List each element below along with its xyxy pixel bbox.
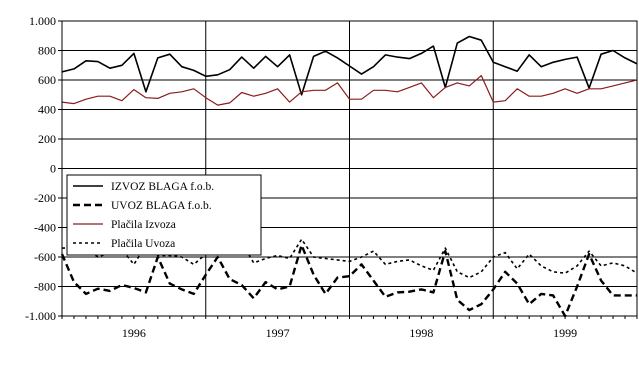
y-tick-label: -600 <box>34 250 56 264</box>
x-axis: 1996 1997 1998 1999 <box>61 316 638 340</box>
legend-label-1: UVOZ BLAGA f.o.b. <box>111 200 212 212</box>
plot-area-border <box>61 20 638 317</box>
y-tick-label: -800 <box>34 280 56 294</box>
y-tick-label: 0 <box>50 162 56 176</box>
legend-label-3: Plačila Uvoza <box>111 238 175 250</box>
y-tick-label: 800 <box>38 44 56 58</box>
legend-box <box>66 174 262 256</box>
y-tick-label: 400 <box>38 103 56 117</box>
y-tick-label: 200 <box>38 132 56 146</box>
y-tick-label: -1.000 <box>25 309 56 323</box>
series-line-1 <box>60 243 637 318</box>
x-tick-label: 1998 <box>409 326 433 340</box>
y-tick-label: -200 <box>34 191 56 205</box>
y-tick-label: 1.000 <box>29 14 56 28</box>
x-tick-label: 1996 <box>122 326 146 340</box>
legend-label-2: Plačila Izvoza <box>111 219 176 231</box>
series-line-2 <box>61 74 638 106</box>
y-tick-label: -400 <box>34 221 56 235</box>
x-tick-label: 1997 <box>266 326 290 340</box>
legend-label-0: IZVOZ BLAGA f.o.b. <box>111 181 214 193</box>
y-tick-label: 600 <box>38 73 56 87</box>
legend: IZVOZ BLAGA f.o.b. UVOZ BLAGA f.o.b. Plači… <box>66 174 262 256</box>
y-axis: -1.000 -800 -600 -400 -200 0 200 400 600 800 1.000 <box>25 14 62 323</box>
x-tick-label: 1999 <box>553 326 577 340</box>
series-line-0 <box>61 35 638 96</box>
